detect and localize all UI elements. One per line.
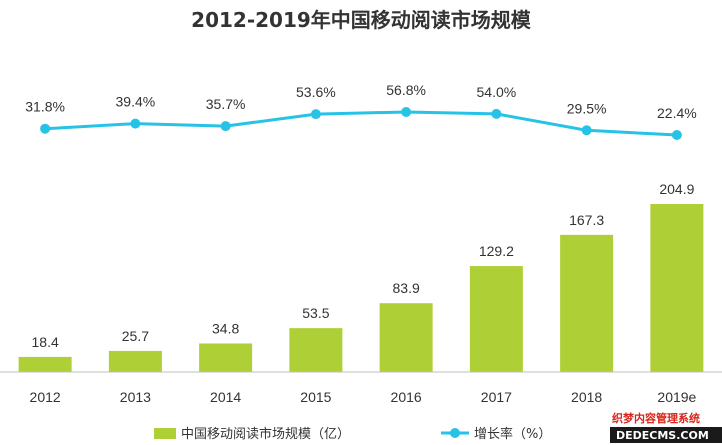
bar-labels-group: 18.4 25.7 34.8 53.5 83.9 129.2 167.3 204.9 <box>32 181 695 350</box>
bar-2013 <box>108 350 162 372</box>
rate-point-2017 <box>491 108 502 119</box>
x-tick-label: 2014 <box>210 389 241 405</box>
rate-value-label: 35.7% <box>206 96 246 112</box>
rate-point-2012 <box>40 123 51 134</box>
rate-point-2018 <box>581 125 592 136</box>
growth-rate-line <box>45 110 677 137</box>
rate-points-group <box>40 107 682 140</box>
watermark-bottom-bg <box>610 427 722 443</box>
legend-bar-swatch <box>154 428 176 439</box>
watermark-line2: DEDECMS.COM <box>616 429 709 442</box>
x-tick-label: 2017 <box>481 389 512 405</box>
bar-value-label: 25.7 <box>122 328 149 344</box>
legend: 中国移动阅读市场规模（亿） 增长率（%） <box>154 426 551 442</box>
bar-2012 <box>18 356 72 372</box>
x-tick-label: 2015 <box>300 389 331 405</box>
rate-point-2014 <box>220 121 231 132</box>
bar-value-label: 53.5 <box>302 305 329 321</box>
bar-value-label: 129.2 <box>479 243 514 259</box>
bars-group <box>18 204 704 372</box>
bar-value-label: 167.3 <box>569 212 604 228</box>
x-ticks-group: 2012 2013 2014 2015 2016 2017 2018 2019e <box>30 389 697 405</box>
rate-value-label: 56.8% <box>386 82 426 98</box>
bar-value-label: 83.9 <box>393 280 420 296</box>
rate-value-label: 31.8% <box>25 99 65 115</box>
bar-2016 <box>379 303 433 372</box>
watermark-top-bg <box>610 410 722 426</box>
rate-point-2016 <box>401 107 412 117</box>
legend-line-label: 增长率（%） <box>474 426 551 442</box>
bar-2014 <box>199 343 253 372</box>
x-tick-label: 2013 <box>120 389 151 405</box>
legend-line-marker <box>450 428 460 438</box>
x-tick-label: 2019e <box>657 389 696 405</box>
rate-value-label: 39.4% <box>116 94 156 110</box>
bar-2018 <box>560 234 614 372</box>
bar-2019e <box>650 204 704 372</box>
bar-value-label: 34.8 <box>212 320 239 336</box>
rate-value-label: 53.6% <box>296 84 336 100</box>
rate-value-label: 22.4% <box>657 105 697 121</box>
legend-bar-label: 中国移动阅读市场规模（亿） <box>181 426 350 442</box>
rate-point-2015 <box>310 109 321 120</box>
bar-2015 <box>289 328 343 372</box>
x-tick-label: 2018 <box>571 389 602 405</box>
x-tick-label: 2012 <box>30 389 61 405</box>
rate-value-label: 54.0% <box>477 84 517 100</box>
x-tick-label: 2016 <box>391 389 422 405</box>
chart-title: 2012-2019年中国移动阅读市场规模 <box>191 8 532 32</box>
watermark: 织梦内容管理系统 DEDECMS.COM <box>610 410 722 443</box>
bar-value-label: 18.4 <box>32 334 59 350</box>
rate-point-2013 <box>130 118 141 129</box>
rate-value-label: 29.5% <box>567 100 607 116</box>
bar-value-label: 204.9 <box>659 181 694 197</box>
rate-labels-group: 31.8% 39.4% 35.7% 53.6% 56.8% 54.0% 29.5% 22.4% <box>25 82 696 121</box>
bar-2017 <box>469 266 523 372</box>
rate-point-2019e <box>671 130 682 140</box>
watermark-line1: 织梦内容管理系统 <box>612 411 700 425</box>
